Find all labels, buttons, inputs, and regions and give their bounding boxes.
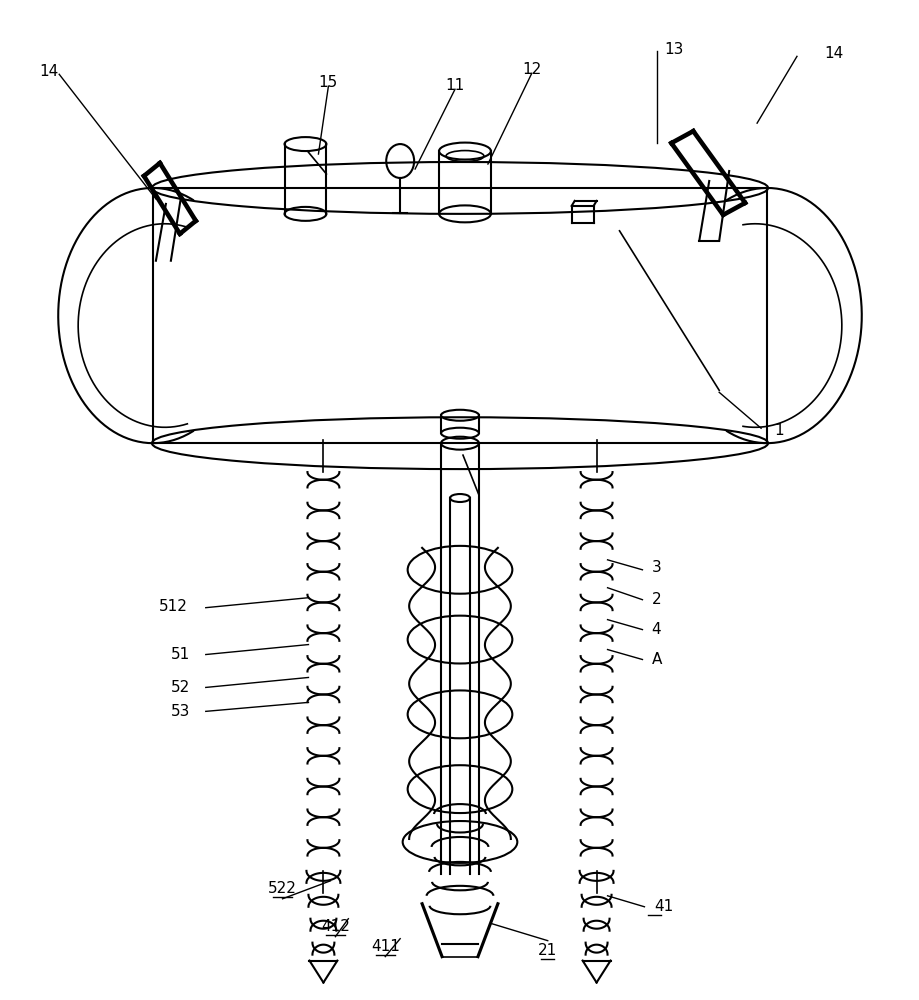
Text: 15: 15 [319, 75, 338, 90]
Text: 13: 13 [664, 42, 684, 57]
Text: 512: 512 [158, 599, 187, 614]
Text: 1: 1 [774, 423, 784, 438]
Text: 4: 4 [652, 622, 661, 637]
Text: 12: 12 [522, 62, 541, 77]
Text: 412: 412 [321, 919, 350, 934]
Text: 11: 11 [446, 78, 465, 93]
Text: A: A [652, 652, 662, 667]
Text: 21: 21 [539, 943, 557, 958]
Text: 53: 53 [171, 704, 190, 719]
Text: 14: 14 [40, 64, 59, 79]
Text: 3: 3 [652, 560, 661, 575]
Text: 522: 522 [268, 881, 297, 896]
Text: 52: 52 [171, 680, 190, 695]
Text: 14: 14 [824, 46, 843, 61]
Text: 2: 2 [652, 592, 661, 607]
Text: 411: 411 [370, 939, 400, 954]
Text: 51: 51 [171, 647, 190, 662]
Text: 41: 41 [654, 899, 674, 914]
